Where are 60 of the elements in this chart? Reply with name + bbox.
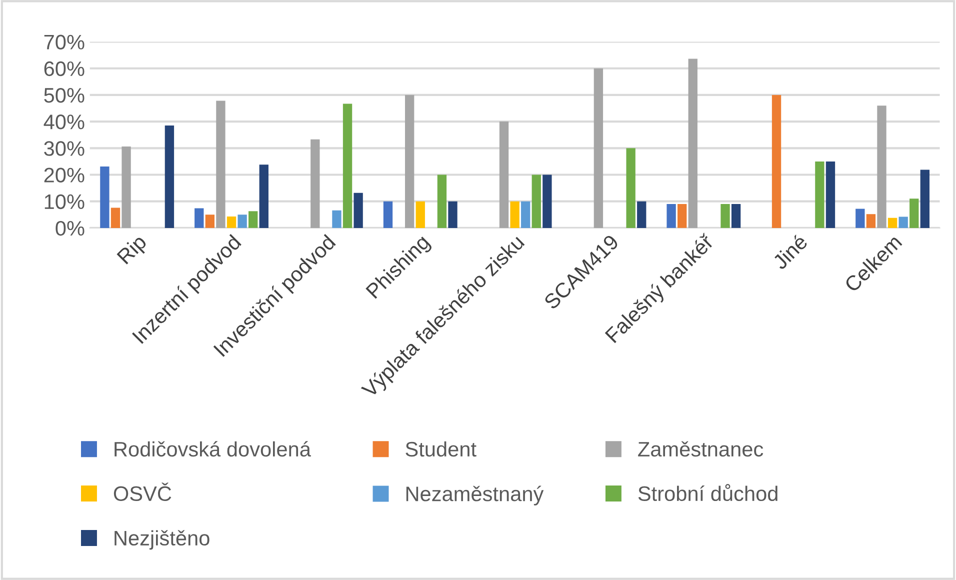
bar: [226, 216, 236, 228]
bar: [521, 201, 530, 228]
bar: [532, 174, 541, 228]
bar: [920, 170, 930, 228]
x-tick-label: Rip: [116, 233, 150, 268]
bar: [542, 174, 552, 228]
bar: [826, 161, 836, 228]
bar: [626, 148, 636, 228]
bar: [910, 198, 919, 228]
y-tick-label: 20%: [44, 168, 84, 182]
bar: [877, 106, 886, 228]
bar: [342, 104, 352, 228]
legend-label: Student: [406, 441, 476, 457]
bar: [898, 216, 908, 228]
bar: [888, 218, 898, 228]
bar: [194, 208, 204, 228]
legend-label: Zaměstnanec: [638, 441, 764, 457]
y-tick-label: 60%: [44, 61, 84, 76]
x-tick-label: Jiné: [771, 233, 808, 270]
bar: [122, 146, 131, 228]
bar: [416, 201, 425, 228]
y-tick-label: 40%: [44, 114, 84, 130]
bar: [448, 201, 458, 228]
bar: [437, 174, 447, 228]
legend-label: Nezaměstnaný: [406, 486, 544, 506]
legend-label: Strobní důchod: [638, 484, 778, 502]
bar: [404, 94, 414, 228]
bar: [238, 214, 247, 228]
bar: [205, 214, 215, 228]
bar: [259, 164, 268, 228]
bar: [332, 210, 342, 228]
bar: [354, 192, 363, 228]
bar: [110, 208, 120, 228]
y-tick-label: 30%: [44, 141, 84, 156]
bar: [637, 201, 646, 228]
y-tick-label: 50%: [44, 88, 84, 103]
bar: [248, 211, 258, 228]
bar: [815, 161, 824, 228]
legend-label: OSVČ: [114, 482, 172, 502]
bar: [720, 204, 730, 228]
bar: [678, 204, 687, 228]
bar: [688, 58, 698, 228]
bar: [164, 126, 174, 228]
bar: [310, 139, 320, 228]
y-tick-label: 0%: [56, 220, 84, 236]
bar: [100, 166, 110, 228]
bar: [866, 214, 876, 228]
bar: [499, 122, 509, 228]
bar: [856, 208, 865, 228]
bar: [216, 100, 226, 228]
bar: [772, 94, 782, 228]
bar: [383, 201, 393, 228]
bar: [510, 201, 520, 228]
y-tick-label: 70%: [44, 34, 84, 50]
bar: [731, 204, 741, 228]
legend-label: Nezjištěno: [114, 530, 210, 550]
bar: [594, 68, 604, 228]
y-tick-label: 10%: [44, 194, 84, 210]
legend-label: Rodičovská dovolená: [114, 441, 311, 457]
bar: [666, 204, 676, 228]
